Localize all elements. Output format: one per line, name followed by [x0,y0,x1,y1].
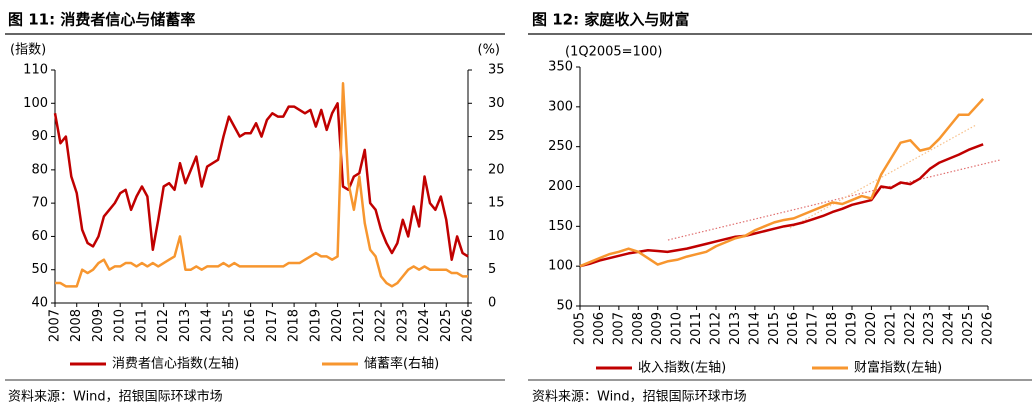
x-tick-label: 2020 [330,309,345,342]
x-tick-label: 2006 [592,312,607,345]
x-tick-label: 2015 [221,309,236,342]
x-tick-label: 2012 [709,312,724,345]
x-tick-label: 2009 [91,309,106,342]
y2-tick-label: 15 [488,196,505,211]
x-tick-label: 2025 [961,312,976,345]
y-tick-label: 40 [31,296,48,311]
y-tick-label: 90 [31,129,48,144]
x-tick-label: 2013 [728,312,743,345]
y2-axis-label: (%) [478,43,501,58]
x-tick-label: 2024 [417,309,432,342]
y-tick-label: 70 [31,196,48,211]
y-axis-label: (指数) [10,43,46,58]
x-tick-label: 2018 [287,309,302,342]
x-tick-label: 2017 [806,312,821,345]
x-tick-label: 2013 [178,309,193,342]
series-line [53,102,469,261]
legend-label: 财富指数(左轴) [854,360,942,376]
y-tick-label: 150 [548,219,573,234]
y-tick-label: 350 [548,60,573,75]
x-tick-label: 2016 [786,312,801,345]
x-tick-label: 2022 [903,312,918,345]
x-tick-label: 2008 [69,309,84,342]
x-tick-label: 2019 [308,309,323,342]
y2-tick-label: 30 [488,96,505,111]
x-tick-label: 2012 [156,309,171,342]
y-tick-label: 300 [548,99,573,114]
x-tick-label: 2023 [395,309,410,342]
y-tick-label: 100 [548,259,573,274]
x-tick-label: 2026 [981,312,996,345]
series-line [579,98,985,268]
legend-label: 储蓄率(右轴) [364,356,439,372]
x-tick-label: 2017 [265,309,280,342]
y-tick-label: 110 [23,63,48,78]
x-tick-label: 2025 [439,309,454,342]
y-tick-label: 250 [548,139,573,154]
x-tick-label: 2016 [243,309,258,342]
y-tick-label: 50 [556,299,573,314]
x-tick-label: 2023 [922,312,937,345]
y-tick-label: 60 [31,229,48,244]
series-line [579,143,984,268]
x-tick-label: 2021 [883,312,898,345]
legend-label: 收入指数(左轴) [638,361,726,376]
x-tick-label: 2009 [650,312,665,345]
y-axis-label: (1Q2005=100) [565,45,662,60]
x-tick-label: 2015 [767,312,782,345]
chart-title: 图 11: 消费者信心与储蓄率 [8,11,195,29]
x-tick-label: 2018 [825,312,840,345]
chart-title: 图 12: 家庭收入与财富 [532,11,689,29]
x-tick-label: 2020 [864,312,879,345]
x-tick-label: 2019 [845,312,860,345]
x-tick-label: 2026 [461,309,476,342]
x-tick-label: 2011 [134,309,149,342]
y2-tick-label: 20 [488,162,505,177]
x-tick-label: 2022 [374,309,389,342]
x-tick-label: 2007 [48,309,63,342]
series-line [55,82,468,288]
source: 资料来源：Wind，招银国际环球市场 [8,389,223,405]
y2-tick-label: 10 [488,229,505,244]
y-tick-label: 100 [23,96,48,111]
y2-tick-label: 0 [488,296,496,311]
legend-label: 消费者信心指数(左轴) [112,357,239,372]
x-tick-label: 2021 [352,309,367,342]
x-tick-label: 2014 [747,312,762,345]
wealth-trend [789,124,977,229]
x-tick-label: 2008 [631,312,646,345]
x-tick-label: 2005 [573,312,588,345]
source: 资料来源：Wind，招银国际环球市场 [532,389,747,405]
y2-tick-label: 5 [488,262,496,277]
x-tick-label: 2014 [200,309,215,342]
y-tick-label: 200 [548,179,573,194]
y2-tick-label: 35 [488,63,505,78]
x-tick-label: 2011 [689,312,704,345]
y-tick-label: 50 [31,262,48,277]
x-tick-label: 2007 [611,312,626,345]
y-tick-label: 80 [31,162,48,177]
x-tick-label: 2024 [942,312,957,345]
x-tick-label: 2010 [113,309,128,342]
income-trend [667,159,1001,241]
x-tick-label: 2010 [670,312,685,345]
y2-tick-label: 25 [488,129,505,144]
